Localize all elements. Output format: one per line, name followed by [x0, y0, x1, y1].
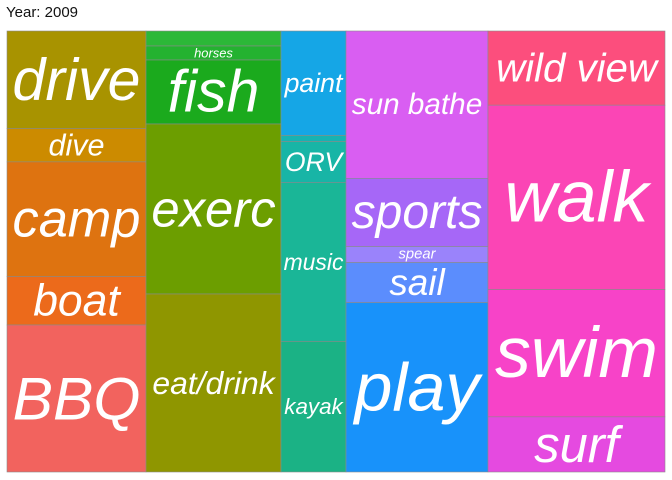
tile-rect-exerc: [145, 123, 282, 295]
tile-label-eat-drink: eat/drink: [152, 365, 276, 401]
tile-rect-sail: [345, 262, 489, 303]
tile-label-play: play: [353, 349, 484, 425]
tile-label-camp: camp: [13, 190, 141, 248]
tile-swim: swim: [487, 289, 666, 418]
tile-label-paint: paint: [284, 68, 344, 98]
tile-rect-play: [345, 302, 489, 473]
tile-paint: paint: [280, 30, 347, 136]
tile-camp: camp: [6, 161, 147, 277]
tile-label-drive: drive: [13, 47, 141, 113]
tile-exerc: exerc: [145, 123, 282, 295]
tile-walk: walk: [487, 104, 666, 290]
tile-music: music: [280, 182, 347, 342]
tile-wild-view: wild view: [487, 30, 666, 106]
tile-label-horses: horses: [194, 46, 233, 61]
tile-rect-bbq: [6, 324, 147, 473]
tile-label-surf: surf: [534, 416, 623, 473]
tile-label-swim: swim: [495, 313, 658, 393]
tile-dive: dive: [6, 128, 147, 162]
tile-bbq: BBQ: [6, 324, 147, 473]
tile-drive: drive: [6, 30, 147, 129]
tile-blank-1-0: [145, 30, 282, 47]
tile-rect-walk: [487, 104, 666, 290]
tile-rect-blank-1-0: [145, 30, 282, 47]
tile-kayak: kayak: [280, 341, 347, 473]
tile-rect-music: [280, 182, 347, 342]
tile-play: play: [345, 302, 489, 473]
year-label: Year: 2009: [6, 4, 79, 21]
tile-boat: boat: [6, 276, 147, 326]
tile-label-sports: sports: [352, 186, 483, 239]
tile-label-orv: ORV: [285, 147, 344, 177]
tile-label-fish: fish: [168, 60, 260, 125]
tile-orv: ORV: [280, 141, 347, 183]
tile-rect-blank-2-1: [280, 135, 347, 142]
tile-sports: sports: [345, 178, 489, 247]
tile-label-exerc: exerc: [151, 181, 275, 238]
tile-surf: surf: [487, 416, 666, 473]
tile-spear: spear: [345, 246, 489, 263]
tile-rect-swim: [487, 289, 666, 418]
tile-sun-bathe: sun bathe: [345, 30, 489, 179]
tile-sail: sail: [345, 262, 489, 303]
tile-label-bbq: BBQ: [13, 365, 141, 433]
tile-fish: fish: [145, 60, 282, 125]
tile-rect-wild-view: [487, 30, 666, 106]
tile-rect-boat: [6, 276, 147, 326]
tile-rect-surf: [487, 416, 666, 473]
tile-label-music: music: [284, 249, 344, 275]
tile-eat-drink: eat/drink: [145, 293, 282, 473]
tile-rect-eat-drink: [145, 293, 282, 473]
tile-rect-sports: [345, 178, 489, 247]
tile-label-wild-view: wild view: [496, 46, 660, 91]
tile-label-sail: sail: [389, 262, 446, 303]
tile-label-sun-bathe: sun bathe: [352, 88, 482, 121]
tile-label-kayak: kayak: [284, 394, 344, 419]
tile-rect-orv: [280, 141, 347, 183]
tile-label-boat: boat: [33, 276, 121, 325]
tile-blank-2-1: [280, 135, 347, 142]
tile-rect-kayak: [280, 341, 347, 473]
tile-label-walk: walk: [504, 157, 652, 237]
tile-label-spear: spear: [398, 247, 436, 263]
tile-horses: horses: [145, 46, 282, 61]
tile-rect-paint: [280, 30, 347, 136]
tile-label-dive: dive: [48, 128, 104, 162]
